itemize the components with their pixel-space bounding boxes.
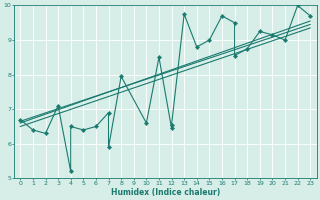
X-axis label: Humidex (Indice chaleur): Humidex (Indice chaleur) bbox=[111, 188, 220, 197]
